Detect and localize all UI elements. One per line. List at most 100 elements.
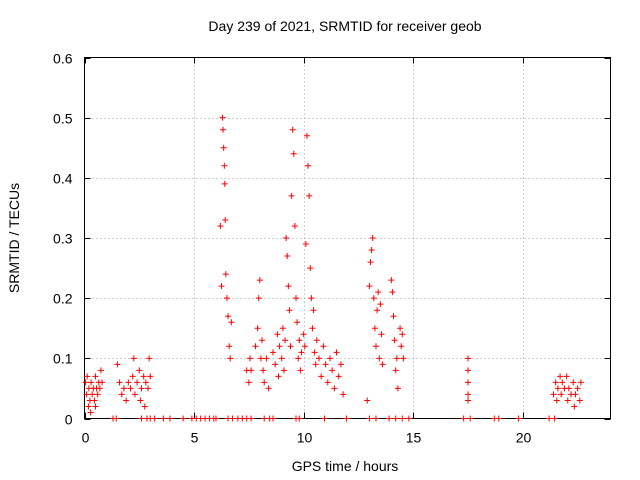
data-point: [285, 283, 292, 290]
data-point: [570, 379, 577, 386]
data-point: [223, 295, 230, 302]
data-point: [329, 367, 336, 374]
data-point: [577, 379, 584, 386]
data-point: [220, 126, 227, 133]
data-point: [217, 222, 224, 229]
data-point: [283, 235, 290, 241]
data-point: [146, 355, 153, 362]
data-point: [180, 415, 187, 422]
y-tick-label: 0.6: [53, 51, 73, 67]
data-point: [83, 391, 90, 398]
data-point: [289, 126, 296, 133]
data-point: [465, 379, 472, 386]
data-point: [131, 391, 138, 398]
data-point: [576, 397, 583, 404]
data-point: [225, 313, 232, 320]
data-point: [551, 415, 558, 422]
data-point: [335, 373, 342, 380]
data-point: [306, 192, 313, 199]
data-point: [558, 391, 565, 398]
data-point: [137, 397, 144, 404]
y-tick-label: 0.4: [53, 171, 73, 187]
data-point: [84, 373, 91, 380]
data-point: [134, 379, 141, 386]
data-point: [142, 379, 149, 386]
y-tick-label: 0.1: [53, 351, 73, 367]
grid-layer: [84, 57, 611, 419]
data-point: [378, 331, 385, 338]
data-point: [369, 235, 376, 241]
data-point: [465, 367, 472, 374]
data-point: [571, 403, 578, 410]
data-point: [316, 355, 323, 362]
data-point: [393, 355, 400, 362]
data-point: [343, 415, 350, 422]
data-point: [141, 403, 148, 410]
data-point: [226, 343, 233, 350]
data-point: [284, 253, 291, 260]
plot-frame: [84, 57, 611, 419]
data-point: [322, 361, 329, 368]
data-point: [85, 403, 92, 410]
data-point: [138, 385, 145, 392]
data-point: [248, 367, 255, 374]
data-point: [290, 150, 297, 157]
data-point: [572, 391, 579, 398]
data-point: [366, 415, 373, 422]
data-point: [291, 222, 298, 229]
data-point: [333, 349, 340, 356]
data-point: [554, 385, 561, 392]
data-point: [269, 349, 276, 356]
data-point: [371, 325, 378, 332]
y-tick-label: 0.2: [53, 291, 73, 307]
data-point: [222, 271, 229, 278]
data-point: [337, 361, 344, 368]
tick-layer: 0 0.1 0.2 0.3 0.4 0.5 0.6 0 5 10 15 20: [53, 51, 611, 446]
data-point: [312, 361, 319, 368]
data-point: [260, 367, 267, 374]
x-tick-label: 15: [406, 430, 422, 446]
data-point: [88, 379, 95, 386]
data-point: [138, 415, 145, 422]
data-point: [127, 385, 134, 392]
data-point: [256, 277, 263, 284]
data-point: [99, 379, 106, 386]
data-point: [125, 379, 132, 386]
data-point: [123, 397, 130, 404]
data-point: [147, 373, 154, 380]
data-point: [307, 265, 314, 272]
data-point: [295, 355, 302, 362]
x-axis-label: GPS time / hours: [292, 458, 399, 474]
data-point: [120, 385, 127, 392]
data-point: [310, 307, 317, 314]
data-point: [96, 385, 103, 392]
data-point: [259, 337, 266, 344]
data-point: [392, 415, 399, 422]
data-point: [255, 295, 262, 302]
data-point: [553, 397, 560, 404]
data-point: [379, 361, 386, 368]
data-point: [89, 391, 96, 398]
data-point: [368, 247, 375, 254]
data-point: [389, 289, 396, 296]
data-point: [287, 343, 294, 350]
chart-title: Day 239 of 2021, SRMTID for receiver geo…: [208, 18, 481, 34]
data-point: [228, 319, 235, 326]
data-point: [367, 259, 374, 266]
data-point: [213, 415, 219, 422]
data-point: [114, 361, 121, 368]
data-point: [129, 373, 136, 380]
data-point: [397, 325, 404, 332]
data-point: [229, 415, 236, 422]
data-point: [467, 415, 474, 422]
data-point: [320, 343, 327, 350]
data-point: [82, 379, 89, 386]
data-point: [151, 415, 158, 422]
data-point: [87, 409, 94, 416]
data-point: [94, 391, 101, 398]
data-point: [374, 307, 381, 314]
data-point: [305, 162, 312, 169]
data-point: [324, 379, 331, 386]
data-point: [296, 415, 303, 422]
data-point: [372, 343, 379, 350]
